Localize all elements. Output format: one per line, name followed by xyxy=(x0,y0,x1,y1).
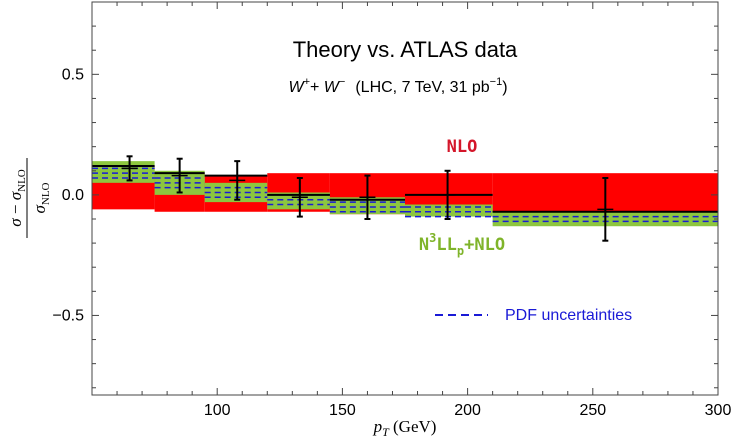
y-axis-num-sub: NLO xyxy=(16,169,28,192)
y-axis-label-numerator: σ − σNLO xyxy=(6,169,28,227)
chart-subtitle: W++ W− (LHC, 7 TeV, 31 pb−1) xyxy=(288,76,507,96)
x-axis-label-unit: (GeV) xyxy=(389,417,437,436)
y-axis-den-sigma: σ xyxy=(30,205,49,214)
y-axis-den-sub: NLO xyxy=(40,182,52,205)
y-axis-num-sigma: σ xyxy=(6,218,25,227)
n3ll-label-sup: 3 xyxy=(429,231,436,245)
x-tick-label: 250 xyxy=(579,402,606,419)
subtitle-w2-sup: − xyxy=(339,76,345,88)
y-tick-label: 0.0 xyxy=(62,187,84,204)
y-tick-label: −0.5 xyxy=(52,307,84,324)
legend: PDF uncertainties xyxy=(435,307,632,324)
y-axis-label: σ − σNLO σNLO xyxy=(6,158,52,238)
subtitle-w2: W xyxy=(324,79,341,96)
x-tick-label: 300 xyxy=(705,402,732,419)
ticks-group: 100 150 200 250 300 −0.5 0.0 0.5 xyxy=(52,2,731,419)
y-axis-num-minus: − xyxy=(6,200,25,218)
n3ll-label-base: N xyxy=(419,235,429,255)
y-tick-label: 0.5 xyxy=(62,66,84,83)
n3ll-label-sub: p xyxy=(457,244,464,258)
legend-pdf-label: PDF uncertainties xyxy=(505,307,632,324)
n3ll-band-bin xyxy=(92,161,155,183)
subtitle-conditions-post: ) xyxy=(502,79,507,96)
subtitle-plus: + xyxy=(310,79,324,96)
x-axis-label-sym: p xyxy=(373,417,383,436)
y-axis-label-denominator: σNLO xyxy=(30,182,52,213)
x-tick-label: 200 xyxy=(454,402,481,419)
data-points-group xyxy=(121,155,614,242)
x-axis-label: pT (GeV) xyxy=(373,417,437,439)
nlo-label: NLO xyxy=(447,137,478,157)
y-axis-num-sigma2: σ xyxy=(6,191,25,200)
subtitle-conditions-pre: (LHC, 7 TeV, 31 pb xyxy=(355,79,489,96)
chart-title: Theory vs. ATLAS data xyxy=(293,37,518,62)
plot-area xyxy=(92,155,718,242)
plot-frame xyxy=(91,1,719,396)
x-tick-label: 100 xyxy=(204,402,231,419)
x-axis-label-sub: T xyxy=(382,425,390,439)
n3ll-label-end: +NLO xyxy=(464,235,505,255)
n3ll-label: N3LLp+NLO xyxy=(419,231,505,258)
subtitle-conditions-sup: −1 xyxy=(490,76,503,88)
subtitle-w1-sup: + xyxy=(304,76,310,88)
x-tick-label: 150 xyxy=(329,402,356,419)
subtitle-w1: W xyxy=(288,79,305,96)
n3ll-label-mid: LL xyxy=(436,235,456,255)
